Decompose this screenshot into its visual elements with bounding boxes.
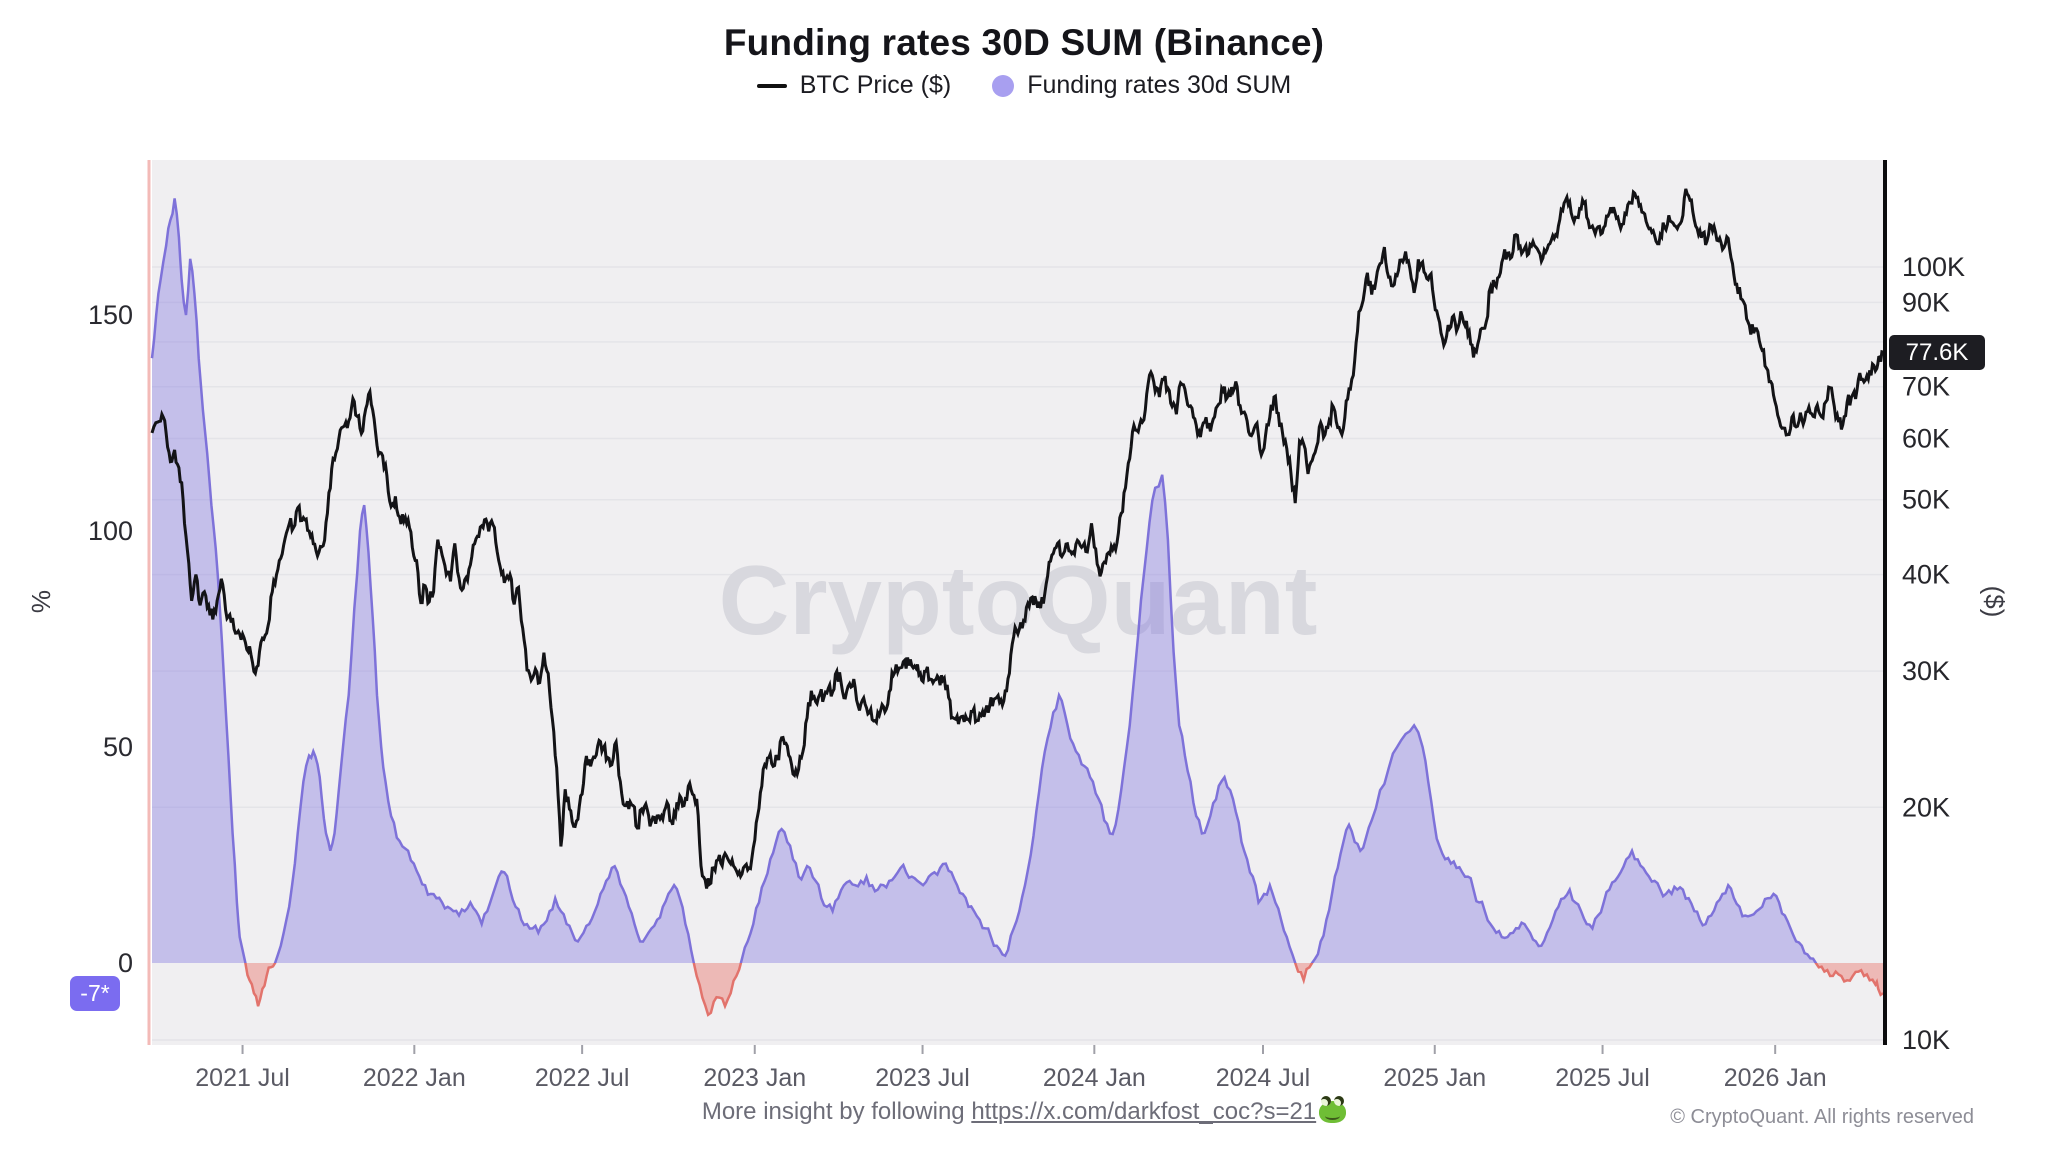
x-axis-tick-label: 2022 Jan xyxy=(363,1064,466,1092)
current-price-badge: 77.6K xyxy=(1889,335,1985,370)
footer-note: More insight by following https://x.com/… xyxy=(0,1096,2048,1126)
legend: BTC Price ($) Funding rates 30d SUM xyxy=(0,71,2048,100)
x-axis-tick-label: 2023 Jul xyxy=(875,1064,970,1092)
footer-prefix: More insight by following xyxy=(701,1098,972,1125)
btc-price-line xyxy=(150,188,1884,889)
funding-area-positive xyxy=(152,198,1883,963)
footer-link[interactable]: https://x.com/darkfost_coc?s=21 xyxy=(971,1098,1317,1125)
left-axis-tick-label: 50 xyxy=(103,732,133,762)
watermark-text: CryptoQuant xyxy=(719,545,1318,655)
legend-label-btc-price: BTC Price ($) xyxy=(799,71,952,99)
right-axis-title: ($) xyxy=(1979,585,2010,618)
right-axis-tick-label: 50K xyxy=(1902,485,1950,515)
left-axis-tick-label: 150 xyxy=(88,300,133,330)
x-axis-tick-label: 2025 Jan xyxy=(1383,1064,1486,1092)
btc-price-line-marker-icon xyxy=(756,83,787,88)
right-axis-tick-label: 100K xyxy=(1902,252,1965,282)
current-funding-badge: -7* xyxy=(70,976,120,1011)
x-axis-tick-label: 2026 Jan xyxy=(1724,1064,1827,1092)
right-axis-tick-label: 20K xyxy=(1902,792,1950,822)
x-axis-tick-label: 2025 Jul xyxy=(1555,1064,1650,1092)
right-axis-tick-label: 70K xyxy=(1902,372,1950,402)
left-axis-tick-label: 0 xyxy=(118,948,133,978)
left-axis-title: % xyxy=(26,589,57,614)
right-axis-tick-label: 30K xyxy=(1902,656,1950,686)
funding-line-positive xyxy=(150,198,1818,963)
copyright-text: © CryptoQuant. All rights reserved xyxy=(1670,1106,1974,1128)
right-axis-tick-label: 60K xyxy=(1902,423,1950,453)
right-axis-tick-label: 10K xyxy=(1902,1025,1950,1055)
frog-emoji-icon xyxy=(1319,1096,1347,1123)
left-axis-tick-label: 100 xyxy=(88,516,133,546)
chart-title: Funding rates 30D SUM (Binance) xyxy=(723,22,1325,63)
legend-label-funding: Funding rates 30d SUM xyxy=(1027,71,1292,99)
x-axis-tick-label: 2024 Jan xyxy=(1043,1064,1146,1092)
x-axis-tick-label: 2023 Jan xyxy=(703,1064,806,1092)
funding-dot-marker-icon xyxy=(992,74,1015,97)
right-axis-tick-label: 40K xyxy=(1902,560,1950,590)
x-axis-tick-label: 2024 Jul xyxy=(1216,1064,1311,1092)
x-axis-tick-label: 2022 Jul xyxy=(535,1064,630,1092)
right-axis-tick-label: 90K xyxy=(1902,287,1950,317)
right-axis-spine xyxy=(1883,160,1887,1045)
x-axis-tick-label: 2021 Jul xyxy=(195,1064,290,1092)
